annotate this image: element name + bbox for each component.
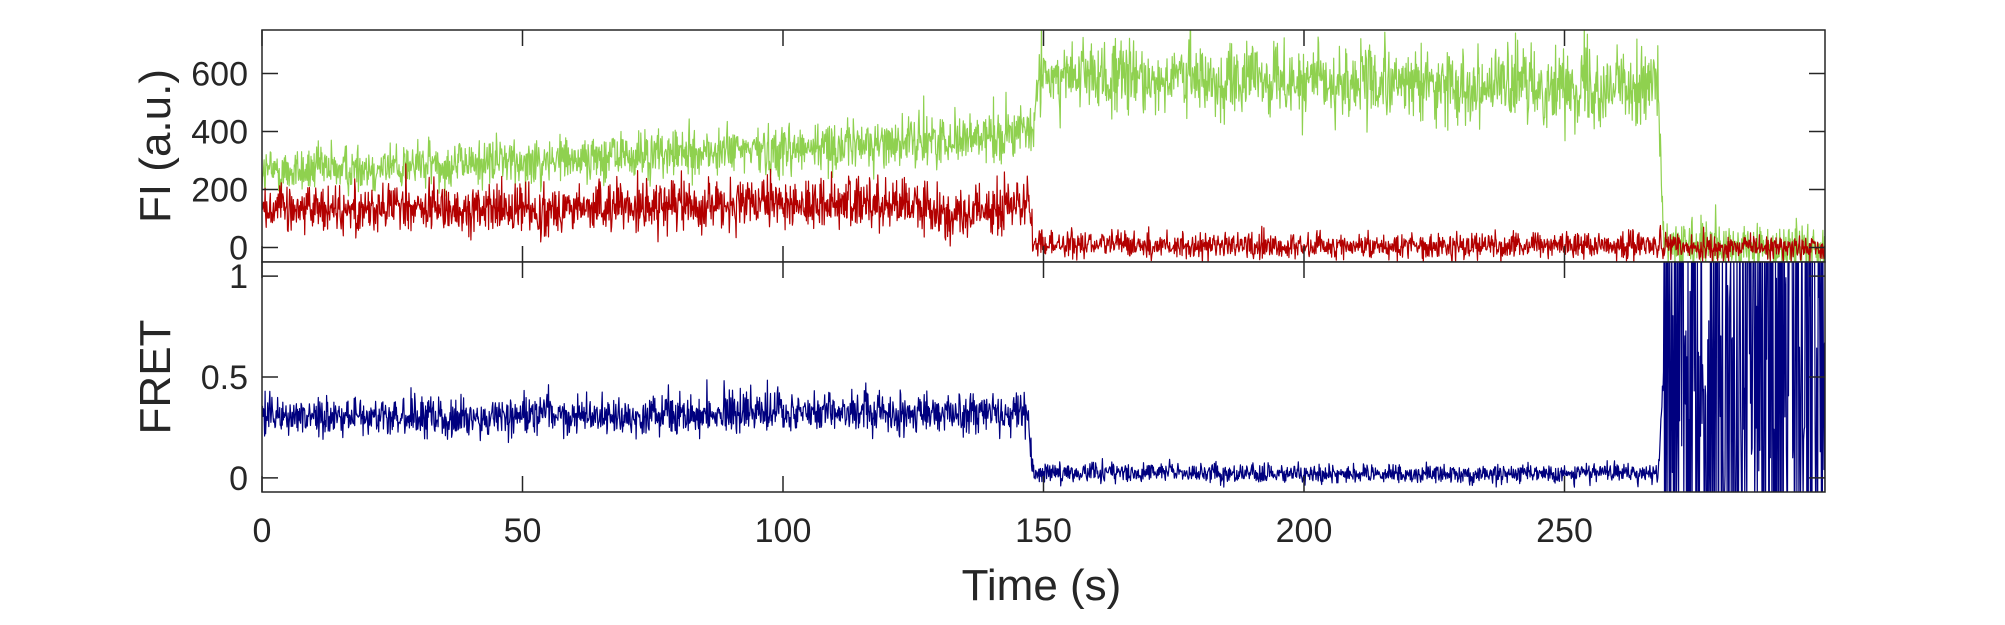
x-tick-label: 50 <box>504 512 542 550</box>
y-tick-label-bottom: 1 <box>229 258 248 296</box>
y-axis-label-bottom: FRET <box>131 320 180 435</box>
y-axis-label-top: FI (a.u.) <box>131 69 180 223</box>
series-line-bottom-0 <box>262 262 1825 492</box>
x-tick-label: 250 <box>1536 512 1593 550</box>
panel-bottom: 0 0.5 1 0 50 100 150 200 250 FRET Time (s) <box>131 258 1826 610</box>
plot-area-bottom <box>262 262 1825 492</box>
series-line-top-0 <box>262 30 1825 262</box>
y-tick-label-top: 0 <box>229 230 248 268</box>
x-axis-label: Time (s) <box>962 561 1122 610</box>
x-tick-label: 0 <box>253 512 272 550</box>
panel-top: 0 200 400 600 FI (a.u.) <box>131 29 1826 268</box>
y-tick-label-top: 600 <box>191 56 248 94</box>
y-tick-label-top: 400 <box>191 114 248 152</box>
x-tick-label: 150 <box>1015 512 1072 550</box>
y-tick-label-bottom: 0 <box>229 460 248 498</box>
x-tick-label: 100 <box>755 512 812 550</box>
x-tick-label: 200 <box>1276 512 1333 550</box>
y-tick-label-top: 200 <box>191 172 248 210</box>
y-tick-label-bottom: 0.5 <box>201 359 248 397</box>
